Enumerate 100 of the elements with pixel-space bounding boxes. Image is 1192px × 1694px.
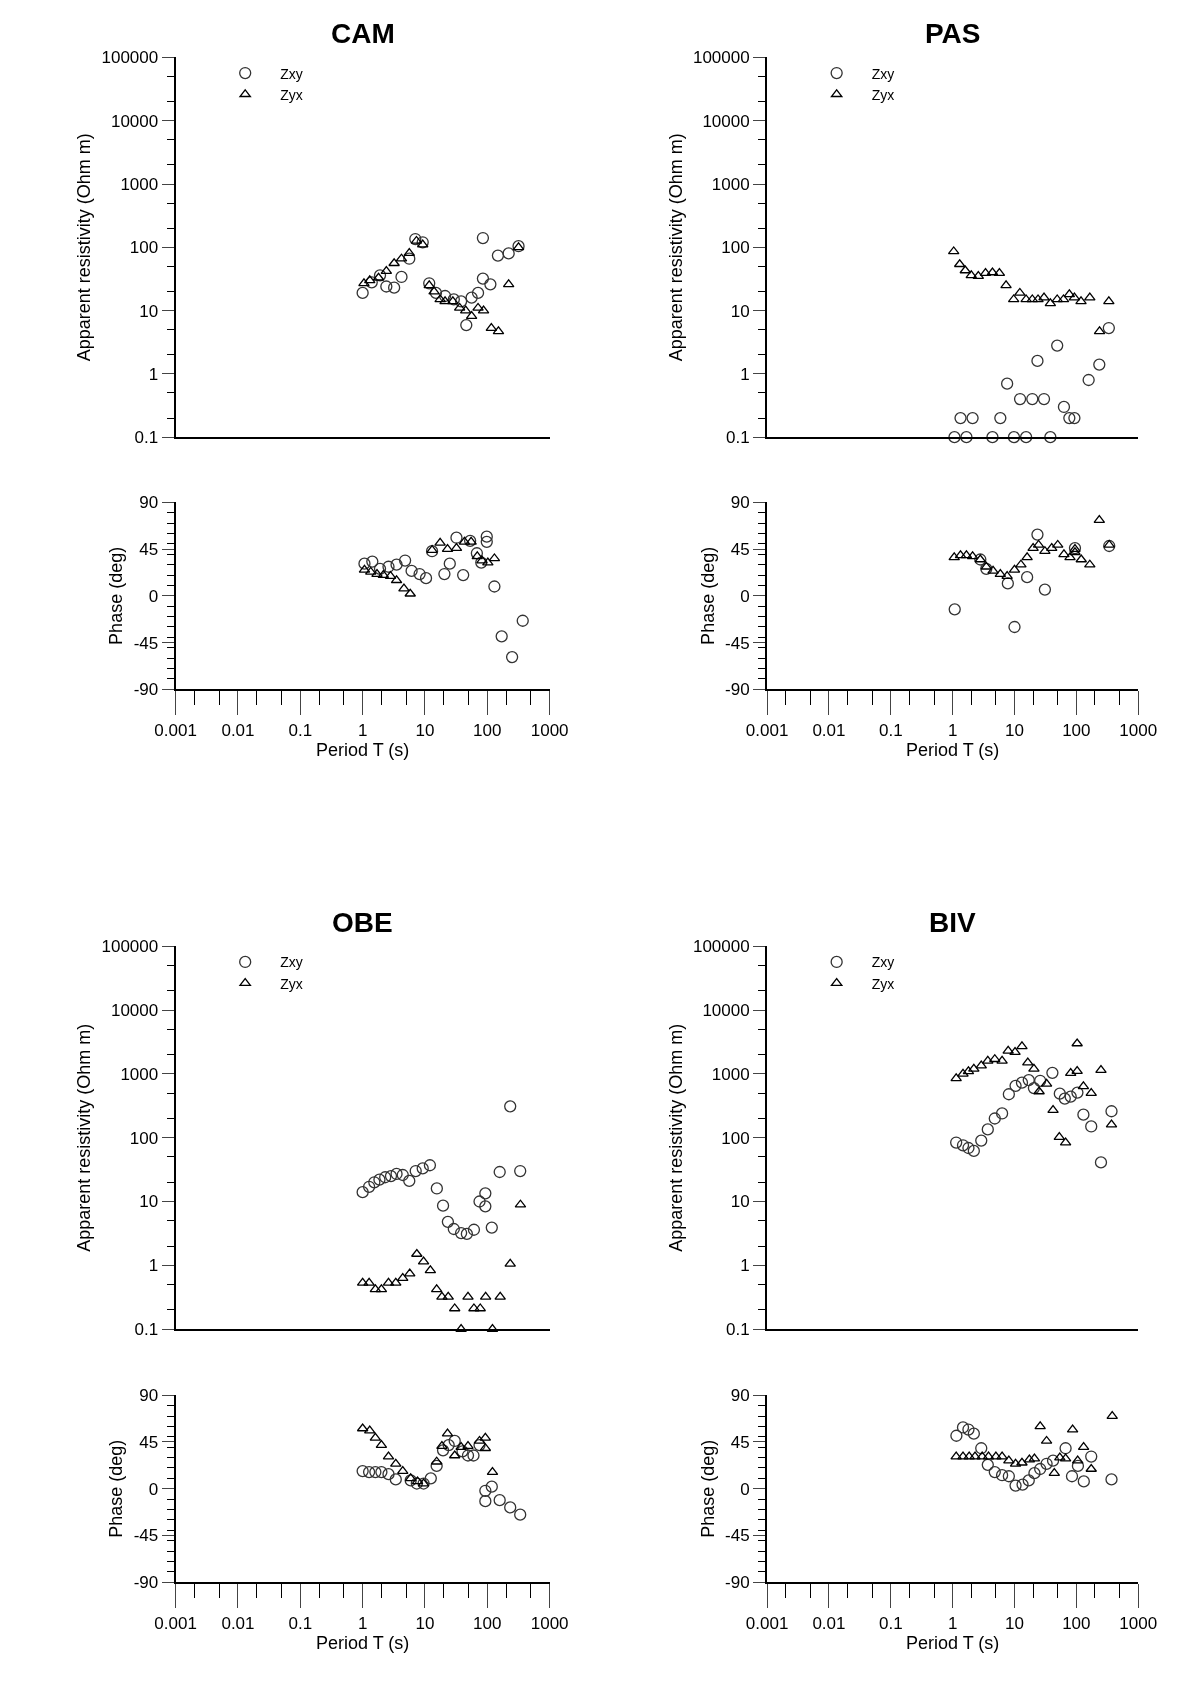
y-tick-label: 1000 [120,174,159,194]
y-axis-title: Apparent resistivity (Ohm m) [665,1023,686,1252]
point [957,1451,969,1460]
y-axis-title: Phase (deg) [106,546,127,645]
point [1016,1041,1028,1050]
legend-label: Zxy [871,954,895,971]
x-tick-label: 0.01 [221,720,255,740]
y-tick-label: 90 [139,493,159,513]
y-tick-label: 0.1 [134,428,159,448]
point [957,1068,969,1077]
y-tick-label: 100000 [101,937,159,957]
point [1022,1474,1035,1487]
legend-label: Zxy [871,65,895,82]
point [975,1442,988,1455]
chart-title: PAS [925,18,981,49]
x-tick-label: 0.01 [812,1613,846,1633]
chart-title: CAM [331,18,395,49]
y-tick-label: 10000 [110,1001,159,1021]
point [1028,1467,1041,1480]
legend-label: Zxy [280,65,303,82]
y-tick-label: -90 [725,1573,750,1593]
y-axis-title: Phase (deg) [106,1439,127,1538]
y-tick-label: 90 [139,1386,159,1406]
y-tick-label: 1000 [711,174,750,194]
y-tick-label: -45 [725,1526,750,1546]
y-tick-label: 10 [139,301,159,321]
point [956,1139,970,1152]
x-tick-label: 1 [357,1613,368,1633]
point [1016,1457,1028,1466]
y-tick-label: 100 [721,1128,750,1148]
y-axis-title: Apparent resistivity (Ohm m) [74,1023,95,1252]
y-tick-label: 1000 [120,1064,159,1084]
point [1040,1457,1053,1470]
x-tick-label: 10 [415,720,435,740]
y-tick-label: 10000 [702,1001,750,1021]
chart-title: BIV [929,907,976,938]
point [981,1123,994,1136]
x-axis-title: Period T (s) [905,739,1000,760]
y-tick-label: 0 [740,1479,750,1499]
x-tick-label: 0.001 [745,720,789,740]
legend-label: Zxy [280,954,303,971]
point [1002,1088,1015,1101]
x-tick-label: 0.1 [878,720,903,740]
point [1022,1073,1035,1087]
x-tick-label: 100 [1062,1613,1091,1633]
point [988,1465,1001,1479]
point [1028,1063,1040,1072]
y-tick-label: 100000 [692,937,750,957]
point [962,1141,975,1155]
y-axis-title: Phase (deg) [697,546,718,645]
y-axis-title: Phase (deg) [697,1439,718,1538]
y-tick-label: 45 [139,540,159,560]
y-tick-label: 10 [730,301,750,321]
point [988,1112,1001,1125]
point [1015,1076,1029,1089]
x-axis-title: Period T (s) [905,1632,1000,1653]
point [975,1134,988,1147]
x-tick-label: 1 [947,1613,958,1633]
y-tick-label: -45 [133,633,159,653]
y-tick-label: 0.1 [726,1319,750,1339]
y-tick-label: -90 [133,1573,159,1593]
y-tick-label: 0 [148,586,159,606]
chart-title: OBE [332,907,393,938]
point [1002,1470,1015,1483]
point [1047,1105,1059,1114]
y-tick-label: 0 [148,1479,159,1499]
y-tick-label: 100000 [692,48,750,68]
x-axis-title: Period T (s) [315,1632,410,1653]
point [1033,1086,1045,1095]
y-tick-label: 1 [740,1256,750,1276]
y-tick-label: 90 [730,1386,750,1406]
x-tick-label: 100 [473,720,502,740]
x-tick-label: 0.001 [745,1613,789,1633]
y-tick-label: 45 [730,540,750,560]
point [1009,1079,1022,1092]
x-tick-label: 1000 [530,720,569,740]
legend-label: Zyx [871,86,895,103]
legend-label: Zyx [871,975,895,992]
point [1027,1081,1041,1095]
x-tick-label: 10 [415,1613,435,1633]
y-tick-label: 0.1 [726,428,750,448]
y-tick-label: 10000 [702,111,750,131]
point [956,1421,970,1434]
x-tick-label: 1 [947,720,958,740]
y-tick-label: 10 [730,1192,750,1212]
point [1009,1479,1022,1492]
point [1034,1074,1047,1087]
point [950,1429,963,1442]
y-axis-title: Apparent resistivity (Ohm m) [665,133,686,362]
point [1034,1462,1047,1476]
point [990,1451,1002,1460]
y-tick-label: -45 [725,633,750,653]
point [1016,1478,1029,1491]
x-tick-label: 0.1 [288,720,313,740]
y-tick-label: 10 [139,1192,159,1212]
y-tick-label: 1000 [711,1064,750,1084]
x-tick-label: 10 [1005,1613,1024,1633]
x-tick-label: 0.01 [221,1613,255,1633]
y-tick-label: -45 [133,1526,159,1546]
point [969,1451,981,1460]
